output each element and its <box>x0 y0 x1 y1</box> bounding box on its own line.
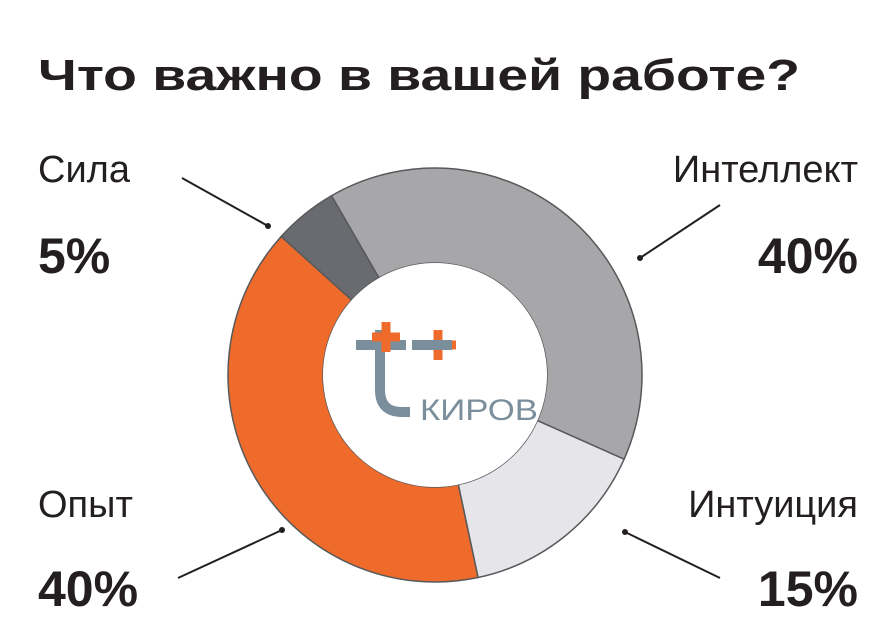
value-label: 40% <box>38 561 138 617</box>
category-label: Опыт <box>38 484 133 526</box>
donut <box>227 167 643 583</box>
leader-dot <box>637 255 643 261</box>
leader-dot <box>622 529 628 535</box>
donut-hole <box>323 263 547 487</box>
category-label: Сила <box>38 149 131 191</box>
value-label: 15% <box>758 561 858 617</box>
leader-line <box>177 529 283 579</box>
category-label: Интеллект <box>673 149 858 191</box>
logo: КИРОВ <box>323 263 547 487</box>
logo-icon <box>356 330 410 417</box>
leader-line <box>639 204 721 259</box>
leader-line <box>181 177 269 227</box>
category-label: Интуиция <box>688 484 858 526</box>
leader-dot <box>265 223 271 229</box>
logo-text: КИРОВ <box>420 394 538 427</box>
value-label: 40% <box>758 228 858 284</box>
chart-title: Что важно в вашей работе? <box>38 51 800 100</box>
value-label: 5% <box>38 228 110 284</box>
logo-icon <box>372 322 456 360</box>
leader-dot <box>279 527 285 533</box>
leader-line <box>624 531 721 579</box>
